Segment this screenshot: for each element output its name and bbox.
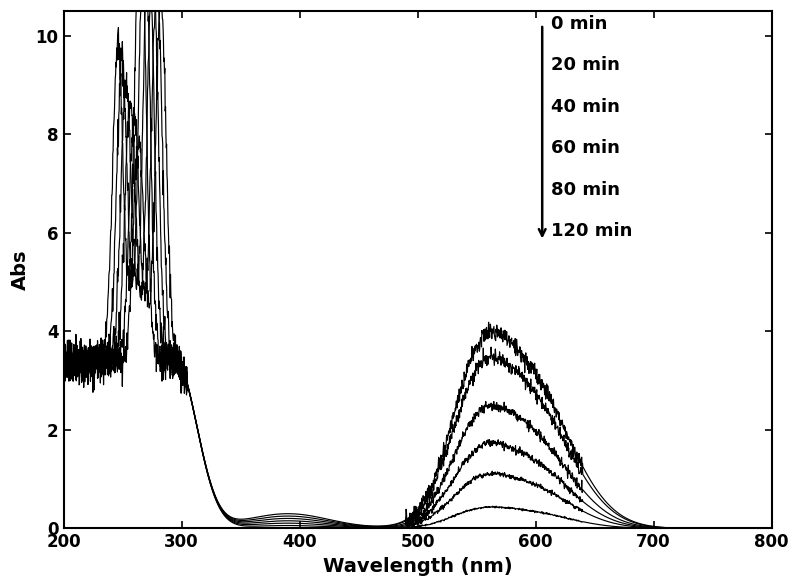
Text: 80 min: 80 min [550, 181, 620, 198]
Text: 20 min: 20 min [550, 56, 619, 75]
X-axis label: Wavelength (nm): Wavelength (nm) [322, 557, 512, 576]
Text: 0 min: 0 min [550, 15, 607, 33]
Text: 120 min: 120 min [550, 222, 632, 240]
Y-axis label: Abs: Abs [11, 249, 30, 290]
Text: 40 min: 40 min [550, 98, 619, 116]
Text: 60 min: 60 min [550, 139, 619, 157]
